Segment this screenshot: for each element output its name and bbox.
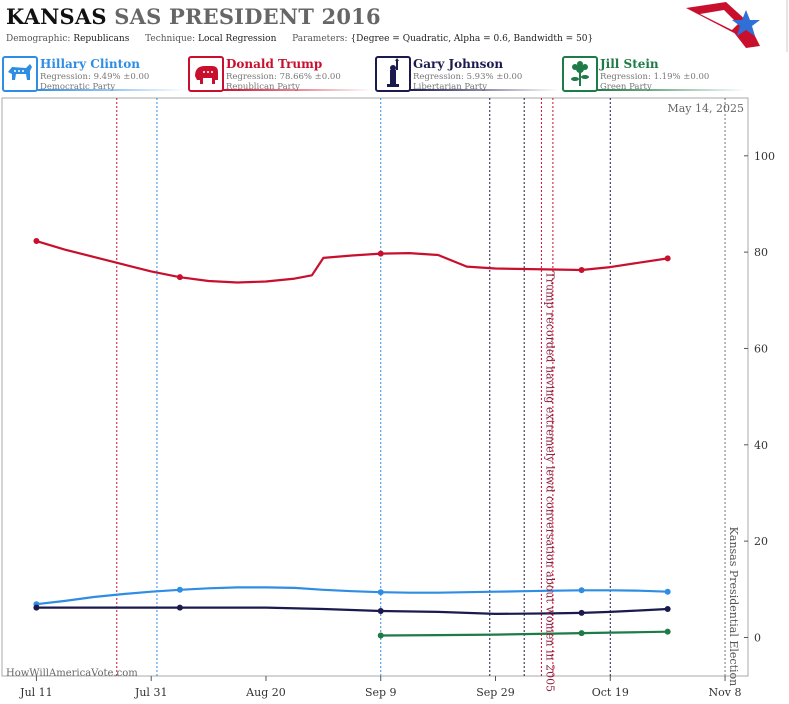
candidate-name: Donald Trump (226, 57, 323, 71)
data-point (176, 604, 183, 611)
demographic-value: Republicans (73, 34, 130, 44)
candidate-regression: Regression: 9.49% ±0.00 (40, 72, 150, 82)
candidate-name: Jill Stein (600, 57, 659, 71)
parameters-label: Parameters: (292, 34, 348, 44)
footer-credit[interactable]: HowWillAmericaVote.com (6, 668, 138, 679)
date-label: May 14, 2025 (667, 102, 744, 115)
data-point (377, 632, 384, 639)
candidate-clinton[interactable]: Hillary Clinton Regression: 9.49% ±0.00 … (2, 56, 186, 92)
data-point (176, 274, 183, 281)
data-point (664, 606, 671, 613)
data-point (578, 630, 585, 637)
chart-axes: 0 20 40 60 80 100 Jul 11 Jul 31 Aug 20 Sep 9 Sep 2… (1, 97, 775, 699)
technique-value: Local Regression (198, 34, 277, 44)
candidate-name: Hillary Clinton (40, 57, 140, 71)
statue-of-liberty-icon (375, 56, 411, 92)
header: KANSAS SAS PRESIDENT 2016 Demographic: R… (0, 0, 789, 52)
series-line (36, 606, 668, 615)
state-title: KANSAS (6, 4, 107, 29)
page-title: KANSAS SAS PRESIDENT 2016 (6, 4, 381, 29)
y-tick-label: 40 (754, 439, 768, 452)
parameters-value: {Degree = Quadratic, Alpha = 0.6, Bandwi… (350, 34, 594, 44)
data-point (578, 587, 585, 594)
event-annotation: Kansas Presidential Election (727, 527, 740, 687)
series-lines (33, 238, 671, 639)
x-tick-label: Aug 20 (245, 686, 286, 699)
data-point (578, 266, 585, 273)
candidate-party: Libertarian Party (413, 82, 488, 92)
candidate-name: Gary Johnson (413, 57, 504, 71)
data-point (377, 607, 384, 614)
race-title: SAS PRESIDENT 2016 (114, 4, 381, 29)
candidate-regression: Regression: 5.93% ±0.00 (413, 72, 523, 82)
data-point (664, 588, 671, 595)
candidate-regression: Regression: 1.19% ±0.00 (600, 72, 710, 82)
series-line (36, 240, 668, 284)
candidate-party: Green Party (600, 82, 652, 92)
candidate-stein[interactable]: Jill Stein Regression: 1.19% ±0.00 Green… (562, 56, 746, 92)
data-point (33, 604, 40, 611)
chart-labels: May 14, 2025 Trump recorded having extrem… (543, 102, 744, 692)
x-tick-label: Oct 19 (592, 686, 629, 699)
y-tick-label: 60 (754, 342, 768, 355)
y-tick-label: 100 (754, 150, 775, 163)
x-tick-label: Jul 11 (19, 686, 53, 699)
candidate-party: Republican Party (226, 82, 300, 92)
poll-chart: 0 20 40 60 80 100 Jul 11 Jul 31 Aug 20 Sep 9 Sep 2… (1, 97, 775, 699)
y-tick-label: 80 (754, 246, 768, 259)
technique-label: Technique: (145, 34, 196, 44)
x-tick-label: Nov 8 (709, 686, 742, 699)
elephant-icon (188, 56, 224, 92)
data-point (664, 628, 671, 635)
site-logo-icon[interactable] (686, 0, 788, 52)
x-tick-label: Jul 31 (134, 686, 168, 699)
data-point (377, 589, 384, 596)
event-lines (116, 98, 726, 676)
candidate-trump[interactable]: Donald Trump Regression: 78.66% ±0.00 Re… (188, 56, 372, 92)
candidate-legend: Hillary Clinton Regression: 9.49% ±0.00 … (0, 52, 789, 94)
event-annotation: Trump recorded having extremely lewd con… (543, 271, 556, 692)
x-tick-label: Sep 9 (365, 686, 397, 699)
candidate-regression: Regression: 78.66% ±0.00 (226, 72, 341, 82)
data-point (578, 609, 585, 616)
x-tick-label: Sep 29 (476, 686, 515, 699)
candidate-johnson[interactable]: Gary Johnson Regression: 5.93% ±0.00 Lib… (375, 56, 559, 92)
candidate-party: Democratic Party (40, 82, 116, 92)
plot-frame (1, 97, 749, 677)
series-line (36, 586, 668, 606)
y-tick-label: 0 (754, 631, 761, 644)
data-point (664, 255, 671, 262)
parameters-line: Demographic: Republicans Technique: Loca… (6, 34, 593, 44)
data-point (176, 586, 183, 593)
data-point (33, 238, 40, 245)
y-tick-label: 20 (754, 535, 768, 548)
flower-icon (562, 56, 598, 92)
demographic-label: Demographic: (6, 34, 71, 44)
donkey-icon (2, 56, 38, 92)
series-line (380, 630, 668, 637)
data-point (377, 250, 384, 257)
